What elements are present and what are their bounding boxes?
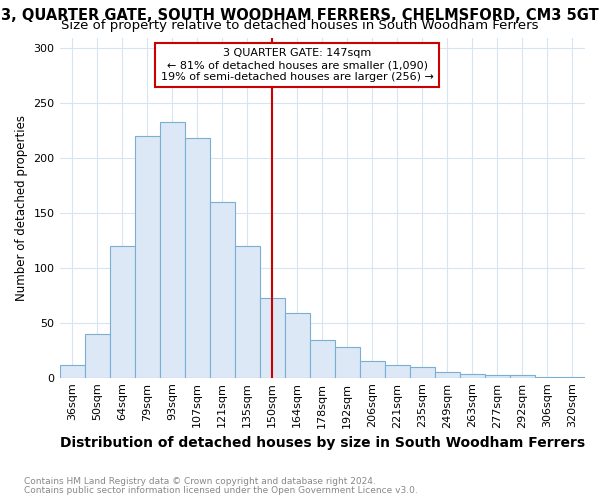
Bar [260,298,285,378]
Bar [410,366,435,378]
Text: Size of property relative to detached houses in South Woodham Ferrers: Size of property relative to detached ho… [61,18,539,32]
Bar [385,364,410,378]
Y-axis label: Number of detached properties: Number of detached properties [15,114,28,300]
Bar [310,340,335,378]
Bar [535,376,560,378]
Bar [460,374,485,378]
Text: Contains public sector information licensed under the Open Government Licence v3: Contains public sector information licen… [24,486,418,495]
Bar [285,313,310,378]
Bar [435,372,460,378]
Bar [235,246,260,378]
X-axis label: Distribution of detached houses by size in South Woodham Ferrers: Distribution of detached houses by size … [60,436,585,450]
Text: 3, QUARTER GATE, SOUTH WOODHAM FERRERS, CHELMSFORD, CM3 5GT: 3, QUARTER GATE, SOUTH WOODHAM FERRERS, … [1,8,599,22]
Bar [185,138,209,378]
Bar [85,334,110,378]
Bar [335,347,360,378]
Bar [59,364,85,378]
Bar [134,136,160,378]
Bar [160,122,185,378]
Bar [209,202,235,378]
Bar [485,376,510,378]
Bar [510,376,535,378]
Text: 3 QUARTER GATE: 147sqm
← 81% of detached houses are smaller (1,090)
19% of semi-: 3 QUARTER GATE: 147sqm ← 81% of detached… [161,48,434,82]
Bar [560,376,585,378]
Bar [110,246,134,378]
Bar [360,361,385,378]
Text: Contains HM Land Registry data © Crown copyright and database right 2024.: Contains HM Land Registry data © Crown c… [24,477,376,486]
